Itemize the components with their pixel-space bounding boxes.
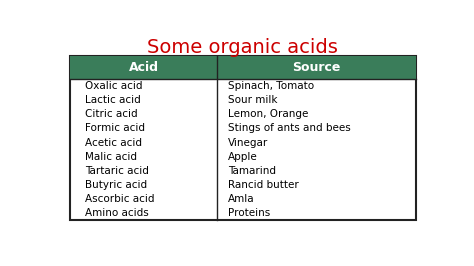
Text: Lactic acid: Lactic acid: [85, 95, 141, 105]
Text: Sour milk: Sour milk: [228, 95, 278, 105]
Text: Amino acids: Amino acids: [85, 208, 149, 218]
Text: Source: Source: [292, 61, 341, 74]
Text: Acetic acid: Acetic acid: [85, 138, 142, 148]
Text: Apple: Apple: [228, 152, 258, 162]
Text: Proteins: Proteins: [228, 208, 271, 218]
Text: Tartaric acid: Tartaric acid: [85, 166, 149, 176]
Text: Tamarind: Tamarind: [228, 166, 276, 176]
Text: Spinach, Tomato: Spinach, Tomato: [228, 81, 314, 91]
Text: Amla: Amla: [228, 194, 255, 204]
Text: Vinegar: Vinegar: [228, 138, 268, 148]
Text: Some organic acids: Some organic acids: [147, 38, 338, 57]
Text: Formic acid: Formic acid: [85, 123, 145, 134]
Text: Acid: Acid: [129, 61, 159, 74]
Text: Oxalic acid: Oxalic acid: [85, 81, 143, 91]
Text: Malic acid: Malic acid: [85, 152, 137, 162]
Text: Stings of ants and bees: Stings of ants and bees: [228, 123, 351, 134]
Text: Butyric acid: Butyric acid: [85, 180, 147, 190]
Text: Lemon, Orange: Lemon, Orange: [228, 109, 309, 119]
Text: Rancid butter: Rancid butter: [228, 180, 299, 190]
Text: Ascorbic acid: Ascorbic acid: [85, 194, 155, 204]
Text: Citric acid: Citric acid: [85, 109, 137, 119]
